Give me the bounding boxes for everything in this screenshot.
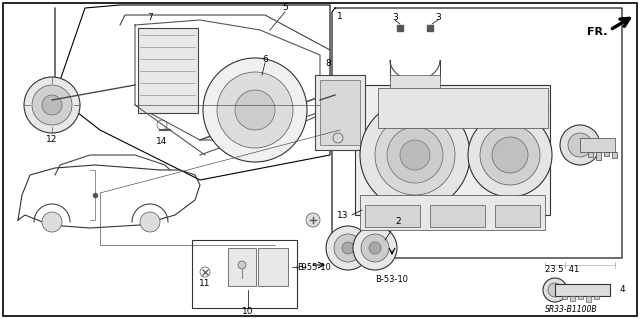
Bar	[570, 296, 575, 301]
Bar	[430, 205, 485, 227]
Circle shape	[480, 125, 540, 185]
Circle shape	[560, 125, 600, 165]
Circle shape	[369, 242, 381, 254]
Circle shape	[375, 115, 455, 195]
Bar	[355, 85, 550, 215]
Bar	[192, 240, 297, 308]
Circle shape	[32, 85, 72, 125]
Bar	[580, 138, 615, 152]
Circle shape	[342, 242, 354, 254]
Bar	[612, 152, 617, 158]
Circle shape	[42, 95, 62, 115]
Circle shape	[24, 77, 80, 133]
Text: 12: 12	[46, 136, 58, 145]
Bar	[315, 75, 365, 150]
Circle shape	[235, 90, 275, 130]
Circle shape	[548, 283, 562, 297]
Bar	[588, 152, 593, 157]
Text: 4: 4	[620, 286, 626, 294]
Bar	[594, 296, 599, 299]
Text: →B-55-10: →B-55-10	[292, 263, 332, 272]
Bar	[555, 284, 610, 296]
Bar	[604, 152, 609, 156]
Circle shape	[387, 127, 443, 183]
Circle shape	[468, 113, 552, 197]
Bar	[495, 205, 540, 227]
Bar	[228, 248, 256, 286]
Circle shape	[400, 140, 430, 170]
Bar	[586, 296, 591, 302]
Bar	[138, 28, 198, 113]
Bar	[378, 88, 548, 128]
Text: 2: 2	[395, 218, 401, 226]
Circle shape	[306, 213, 320, 227]
Text: 3: 3	[392, 13, 398, 23]
Bar	[320, 80, 360, 145]
Circle shape	[326, 226, 370, 270]
Circle shape	[353, 226, 397, 270]
Text: 9: 9	[300, 263, 306, 272]
Circle shape	[543, 278, 567, 302]
Text: 7: 7	[147, 13, 153, 23]
Circle shape	[203, 58, 307, 162]
Circle shape	[217, 72, 293, 148]
Circle shape	[238, 261, 246, 269]
Circle shape	[140, 212, 160, 232]
Text: SR33-B1100B: SR33-B1100B	[545, 306, 598, 315]
Bar	[365, 205, 420, 227]
Text: 13: 13	[337, 211, 348, 219]
Circle shape	[360, 100, 470, 210]
Text: 10: 10	[243, 308, 253, 316]
Text: 1: 1	[337, 12, 343, 21]
Text: 5: 5	[282, 4, 288, 12]
Circle shape	[42, 212, 62, 232]
Text: 8: 8	[325, 58, 331, 68]
Text: 11: 11	[199, 278, 211, 287]
Circle shape	[492, 137, 528, 173]
Circle shape	[568, 133, 592, 157]
Bar	[578, 296, 583, 299]
Text: FR.: FR.	[588, 27, 608, 37]
Bar	[258, 248, 288, 286]
Text: 14: 14	[156, 137, 168, 146]
Circle shape	[334, 234, 362, 262]
Bar	[390, 75, 440, 90]
Text: 3: 3	[435, 13, 441, 23]
Text: B-53-10: B-53-10	[376, 276, 408, 285]
Bar	[360, 195, 545, 230]
Circle shape	[361, 234, 389, 262]
Bar	[562, 296, 567, 299]
Text: 6: 6	[262, 56, 268, 64]
Bar	[596, 152, 601, 160]
Text: 23 5  41: 23 5 41	[545, 265, 579, 275]
